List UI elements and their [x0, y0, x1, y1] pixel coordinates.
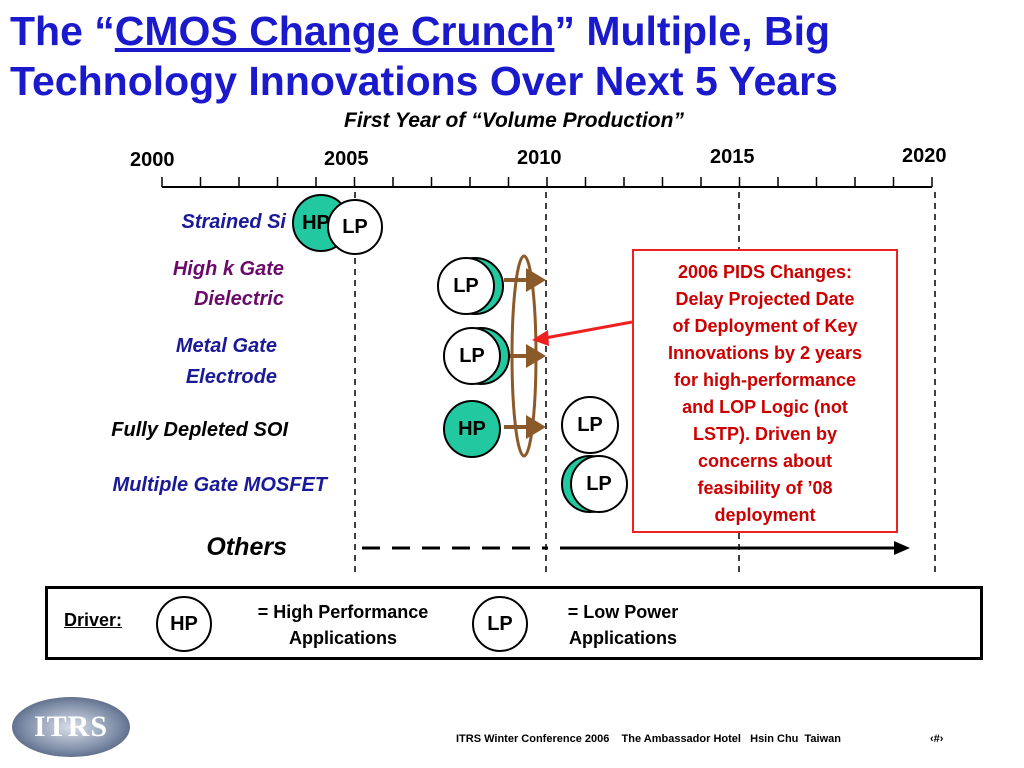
- badge-text: LP: [459, 344, 485, 367]
- delay-ellipse: [510, 254, 538, 458]
- badge-text: HP: [302, 211, 330, 234]
- row-label-metal-gate-1: Metal Gate: [175, 335, 277, 357]
- title-prefix: The “: [10, 8, 115, 54]
- note-line: Innovations by 2 years: [667, 343, 863, 363]
- driver-legend: Driver: HP = High Performance Applicatio…: [45, 586, 983, 660]
- legend-driver-label: Driver:: [64, 610, 123, 630]
- others-arrowhead: [894, 541, 910, 555]
- footer-text: ITRS Winter Conference 2006 The Ambassad…: [456, 733, 841, 745]
- note-pointer: [544, 320, 633, 340]
- legend-lp-description: = Low Power Applications: [538, 599, 708, 651]
- badge-text: LP: [586, 472, 612, 495]
- legend-hp-text-2: Applications: [288, 628, 397, 648]
- page-number: ‹#›: [930, 733, 944, 745]
- row-label-strained-si: Strained Si: [181, 211, 286, 233]
- note-line: Delay Projected Date: [675, 289, 855, 309]
- title-rest: ” Multiple, Big Technology Innovations O…: [10, 8, 838, 104]
- mugfet-lp-badge: LP: [570, 455, 628, 513]
- row-label-others: Others: [206, 533, 287, 561]
- row-label-metal-gate-2: Electrode: [185, 366, 277, 388]
- year-label: 2015: [710, 146, 755, 168]
- row-label-high-k-1: High k Gate: [172, 258, 284, 280]
- badge-text: LP: [342, 215, 368, 238]
- high-k-lp-badge: LP: [437, 257, 495, 315]
- fdsoi-lp-badge: LP: [561, 396, 619, 454]
- year-label: 2010: [517, 147, 562, 169]
- year-label: 2000: [130, 149, 175, 171]
- legend-hp-text-1: = High Performance: [257, 602, 429, 622]
- badge-text: HP: [458, 417, 486, 440]
- note-line: 2006 PIDS Changes:: [677, 262, 853, 282]
- badge-text: HP: [170, 612, 198, 635]
- timeline-ticks: [161, 177, 933, 187]
- note-line: LSTP). Driven by: [692, 424, 838, 444]
- note-line: for high-performance: [673, 370, 856, 390]
- title-underlined: CMOS Change Crunch: [114, 8, 555, 54]
- timeline-subtitle: First Year of “Volume Production”: [344, 109, 684, 132]
- year-label: 2005: [324, 148, 369, 170]
- badge-text: LP: [453, 274, 479, 297]
- year-label: 2020: [902, 145, 947, 167]
- itrs-logo: ITRS: [12, 697, 130, 757]
- note-pointer-head: [532, 330, 549, 346]
- delay-arrows: [504, 268, 546, 439]
- metal-gate-lp-badge: LP: [443, 327, 501, 385]
- note-line: concerns about: [697, 451, 833, 471]
- pids-changes-note: 2006 PIDS Changes: Delay Projected Date …: [632, 249, 898, 533]
- row-label-mugfet: Multiple Gate MOSFET: [112, 474, 327, 496]
- note-line: of Deployment of Key: [672, 316, 858, 336]
- note-line: and LOP Logic (not: [682, 397, 848, 417]
- row-label-fdsoi: Fully Depleted SOI: [111, 419, 288, 441]
- strained-si-lp-badge: LP: [327, 199, 383, 255]
- note-line: feasibility of ’08: [697, 478, 833, 498]
- legend-lp-text-1: = Low Power: [567, 602, 679, 622]
- note-line: deployment: [714, 505, 816, 525]
- row-label-high-k-2: Dielectric: [193, 288, 284, 310]
- slide-title: The “CMOS Change Crunch” Multiple, Big T…: [10, 6, 1010, 106]
- badge-text: LP: [487, 612, 513, 635]
- legend-hp-description: = High Performance Applications: [228, 599, 458, 651]
- legend-lp-badge: LP: [472, 596, 528, 652]
- badge-text: LP: [577, 413, 603, 436]
- legend-hp-badge: HP: [156, 596, 212, 652]
- fdsoi-hp-badge: HP: [443, 400, 501, 458]
- legend-lp-text-2: Applications: [568, 628, 677, 648]
- logo-text: ITRS: [33, 710, 109, 743]
